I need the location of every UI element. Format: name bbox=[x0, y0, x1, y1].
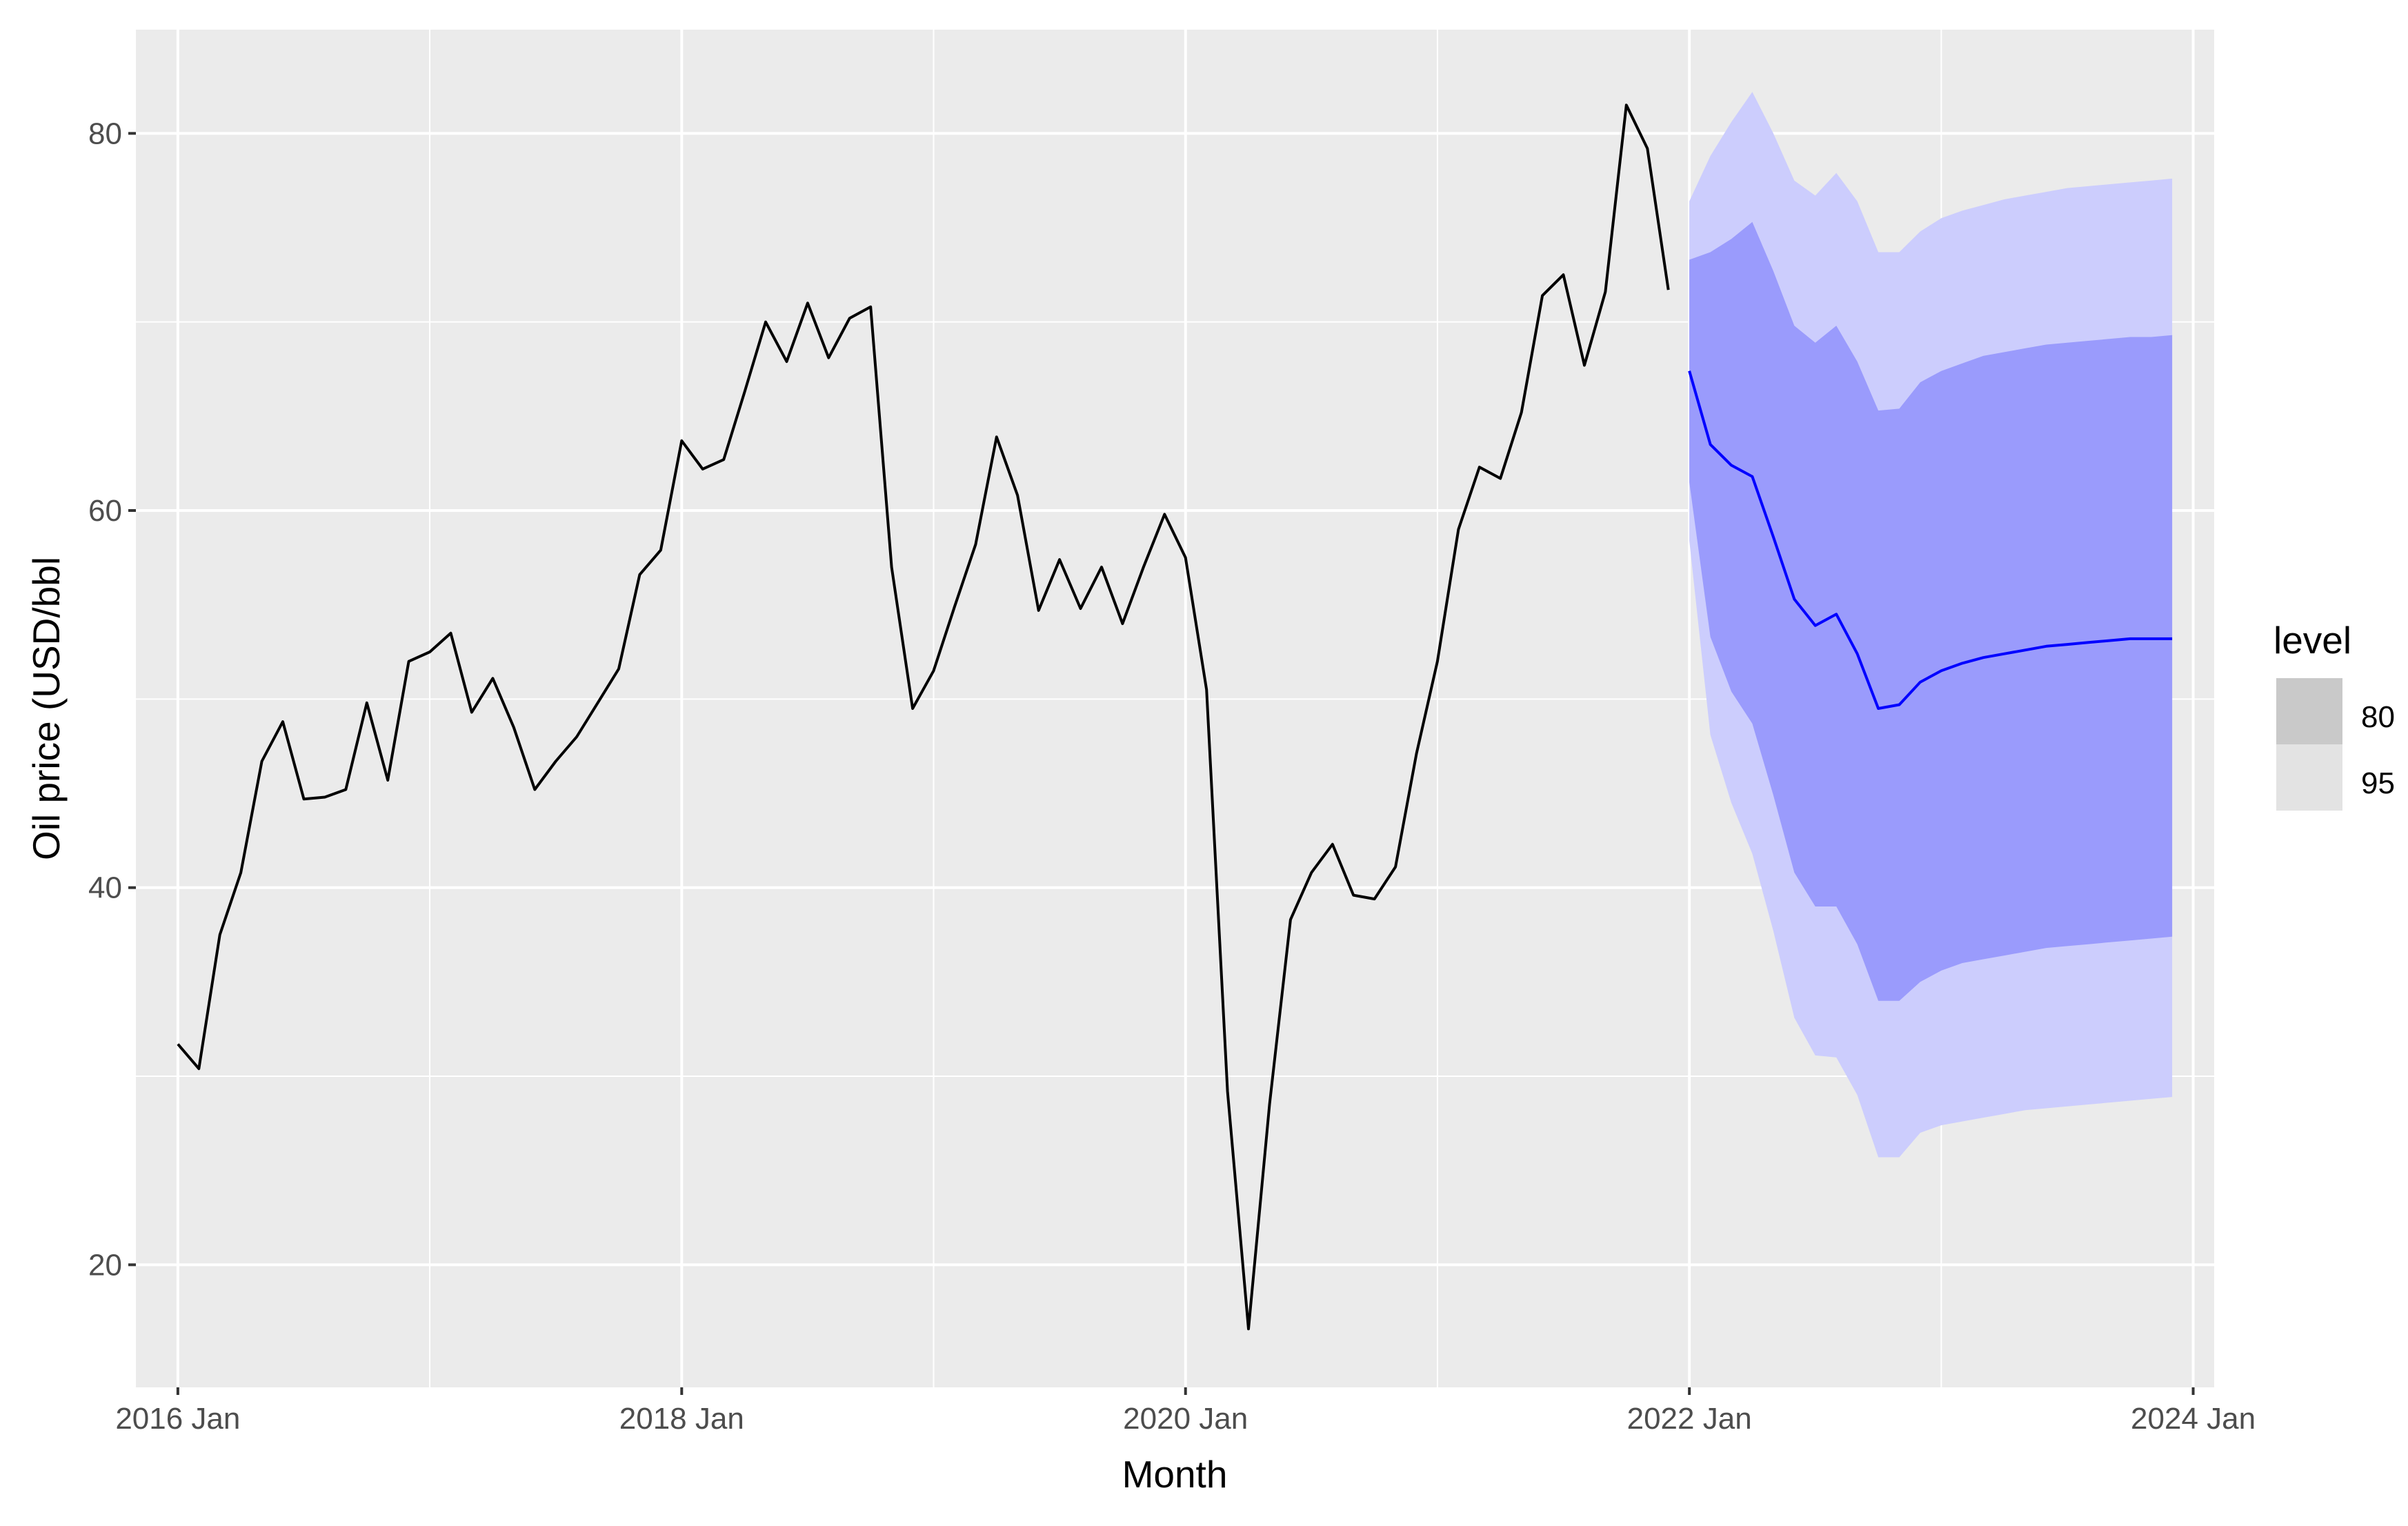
x-tick-label: 2024 Jan bbox=[2131, 1402, 2256, 1436]
x-tick-label: 2018 Jan bbox=[619, 1402, 744, 1436]
x-axis: 2016 Jan 2018 Jan 2020 Jan 2022 Jan 2024 Jan bbox=[115, 1387, 2256, 1436]
x-tick-label: 2020 Jan bbox=[1123, 1402, 1248, 1436]
y-tick-label: 80 bbox=[88, 117, 122, 150]
y-axis-title: Oil price (USD/bbl bbox=[25, 557, 68, 860]
y-tick-label: 40 bbox=[88, 871, 122, 905]
legend-label-95: 95 bbox=[2361, 766, 2395, 800]
series-lines bbox=[177, 103, 2173, 1331]
x-tick-label: 2016 Jan bbox=[115, 1402, 240, 1436]
legend-key-80 bbox=[2276, 678, 2342, 744]
x-axis-title: Month bbox=[1122, 1453, 1228, 1496]
grid-minor bbox=[136, 30, 2214, 1387]
interval-80-band bbox=[1689, 221, 2173, 1001]
legend: level 80 95 bbox=[2273, 619, 2395, 811]
forecast-intervals bbox=[1689, 92, 2173, 1158]
y-tick-label: 60 bbox=[88, 494, 122, 528]
x-tick-label: 2022 Jan bbox=[1627, 1402, 1752, 1436]
y-tick-label: 20 bbox=[88, 1248, 122, 1282]
history-line bbox=[177, 103, 1670, 1331]
forecast-line bbox=[1688, 370, 2173, 710]
legend-label-80: 80 bbox=[2361, 700, 2395, 734]
legend-title: level bbox=[2273, 619, 2351, 662]
legend-key-95 bbox=[2276, 744, 2342, 811]
y-axis: 20 40 60 80 bbox=[88, 117, 136, 1282]
